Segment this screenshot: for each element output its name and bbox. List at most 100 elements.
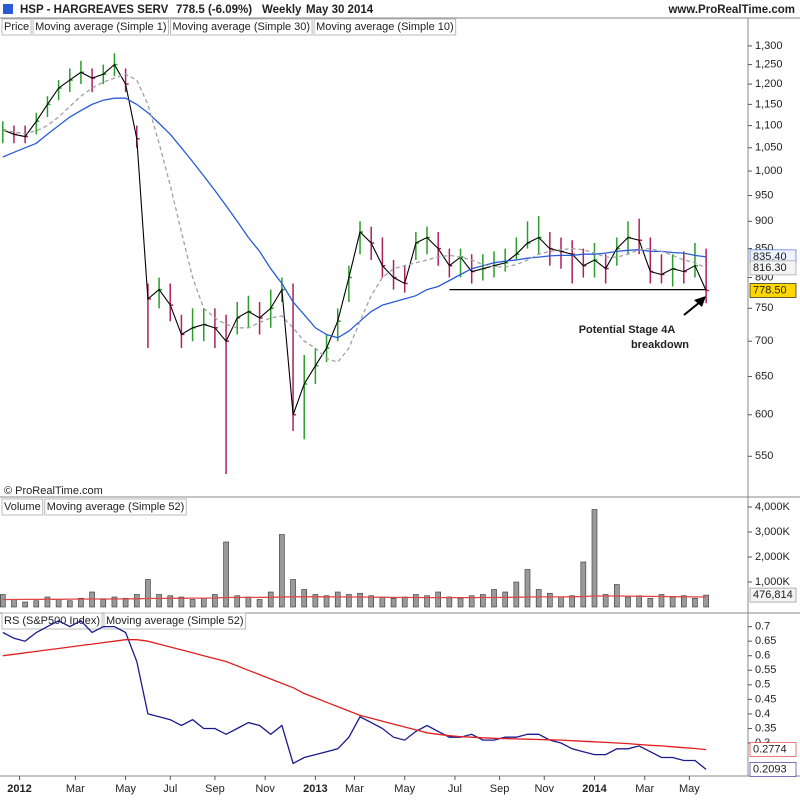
- volume-bar: [301, 589, 308, 608]
- volume-bar: [122, 597, 129, 608]
- volume-bar: [0, 594, 6, 608]
- date: May 30 2014: [306, 4, 374, 16]
- legend-entry: Moving average (Simple 10): [316, 21, 454, 33]
- volume-bar: [223, 541, 229, 608]
- volume-bar: [167, 595, 174, 608]
- legend-box: [1, 612, 103, 630]
- volume-bar: [569, 595, 575, 608]
- volume-bar: [513, 581, 520, 608]
- x-tick-label: Jul: [163, 783, 177, 795]
- legend-box: [32, 18, 170, 36]
- last-value-label: 0.2093: [753, 763, 787, 775]
- volume-bar: [189, 599, 196, 608]
- volume-bar: [212, 594, 218, 608]
- volume-bar: [334, 591, 341, 608]
- annotation: Potential Stage 4A: [579, 324, 676, 336]
- x-tick-label: Nov: [534, 783, 554, 795]
- volume-bar: [435, 591, 441, 608]
- volume-bar: [491, 589, 497, 608]
- x-tick-label: Sep: [490, 783, 510, 795]
- y-tick-label: 1,000: [755, 165, 783, 177]
- series-line: [2, 97, 707, 339]
- x-tick-label: May: [394, 783, 415, 795]
- volume-bar: [401, 596, 408, 608]
- volume-bar: [312, 594, 319, 608]
- volume-bar: [323, 595, 330, 608]
- volume-bar: [413, 594, 419, 608]
- series-line: [2, 63, 707, 415]
- legend-entry: Volume: [4, 501, 41, 513]
- x-tick-label: May: [115, 783, 136, 795]
- volume-bar: [100, 599, 107, 608]
- copyright: © ProRealTime.com: [4, 485, 103, 497]
- volume-bar: [145, 579, 151, 608]
- volume-bar: [658, 594, 665, 608]
- y-tick-label: 550: [755, 450, 773, 462]
- volume-bar: [602, 594, 609, 608]
- volume-bar: [267, 591, 274, 608]
- volume-bar: [457, 597, 464, 608]
- x-tick-label: 2014: [582, 783, 607, 795]
- annotation-arrow: [683, 296, 706, 316]
- volume-bar: [379, 596, 386, 608]
- y-tick-label: 0.7: [755, 621, 770, 633]
- series-line: [2, 639, 707, 751]
- y-tick-label: 0.35: [755, 722, 776, 734]
- volume-bar: [647, 597, 654, 608]
- y-tick-label: 650: [755, 370, 773, 382]
- legend-entry: Moving average (Simple 52): [106, 615, 244, 627]
- volume-bar: [535, 589, 542, 608]
- volume-bar: [290, 579, 296, 608]
- last-value-box: [749, 260, 797, 276]
- y-tick-label: 0.45: [755, 693, 776, 705]
- x-tick-label: Mar: [345, 783, 364, 795]
- source: www.ProRealTime.com: [667, 4, 795, 16]
- y-tick-label: 750: [755, 302, 773, 314]
- logo-icon: [3, 4, 13, 14]
- legend-box: [313, 18, 457, 36]
- last-value-box: [749, 587, 797, 603]
- last-value-label: 778.50: [753, 284, 787, 296]
- volume-bar: [200, 597, 207, 608]
- last-value-box: [749, 742, 797, 757]
- y-tick-label: 2,000K: [755, 551, 791, 563]
- y-tick-label: 3,000K: [755, 526, 791, 538]
- volume-bar: [133, 594, 140, 608]
- y-tick-label: 1,200: [755, 78, 783, 90]
- volume-bar: [636, 595, 642, 608]
- chart-title: HSP - HARGREAVES SERV: [20, 4, 169, 16]
- volume-bar: [547, 592, 553, 608]
- volume-bar: [703, 594, 709, 608]
- series-line: [2, 619, 707, 770]
- volume-bar: [591, 509, 598, 608]
- volume-bar: [692, 597, 698, 608]
- volume-bar: [502, 591, 508, 608]
- y-tick-label: 1,250: [755, 59, 783, 71]
- volume-bar: [446, 596, 453, 608]
- y-tick-label: 700: [755, 335, 773, 347]
- volume-bar: [390, 597, 397, 608]
- legend-box: [103, 612, 247, 630]
- series-line: [2, 73, 707, 363]
- last-value-box: [749, 762, 797, 777]
- volume-bar: [669, 596, 676, 608]
- y-tick-label: 1,050: [755, 142, 783, 154]
- volume-bar: [44, 596, 51, 608]
- volume-bar: [368, 595, 375, 608]
- volume-bar: [524, 569, 531, 608]
- volume-bar: [234, 595, 241, 608]
- x-tick-label: 2013: [303, 783, 327, 795]
- y-tick-label: 0.5: [755, 679, 770, 691]
- legend-box: [1, 498, 44, 516]
- volume-bar: [11, 599, 17, 608]
- volume-bar: [256, 599, 263, 608]
- y-tick-label: 0.4: [755, 708, 770, 720]
- volume-bar: [178, 596, 185, 608]
- last-value-label: 0.2774: [753, 743, 787, 755]
- volume-bar: [78, 597, 84, 608]
- volume-bar: [156, 594, 162, 608]
- volume-bar: [558, 596, 564, 608]
- y-tick-label: 1,100: [755, 119, 783, 131]
